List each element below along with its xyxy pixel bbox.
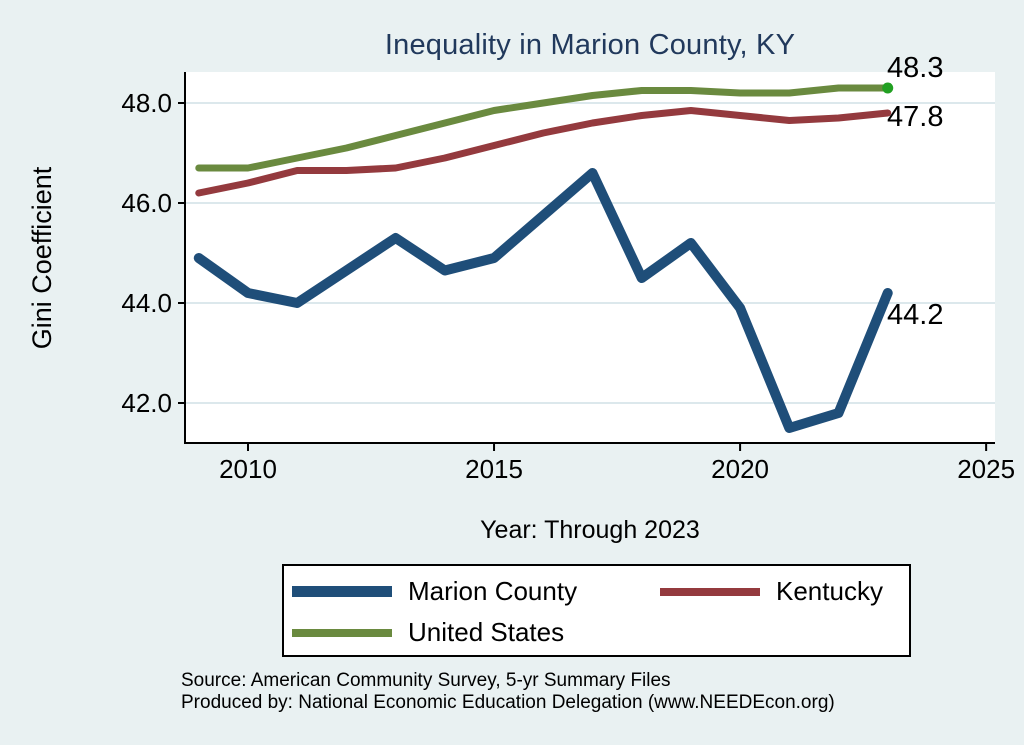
legend-label-united-states: United States xyxy=(408,617,565,647)
series-line-kentucky xyxy=(195,107,892,197)
y-tick-label-46: 46.0 xyxy=(121,188,172,218)
series-line-us xyxy=(195,84,892,172)
x-tick-label-2025: 2025 xyxy=(957,454,1015,484)
end-label-kentucky: 47.8 xyxy=(887,101,944,133)
legend-swatch-marion-county xyxy=(292,586,392,597)
axis-lines xyxy=(184,72,995,444)
source-line: Source: American Community Survey, 5-yr … xyxy=(181,670,671,691)
x-axis-title: Year: Through 2023 xyxy=(480,516,700,544)
end-label-united-states: 48.3 xyxy=(887,52,944,84)
y-tick-label-48: 48.0 xyxy=(121,88,172,118)
x-tick-label-2020: 2020 xyxy=(711,454,769,484)
source-note: Source: American Community Survey, 5-yr … xyxy=(181,670,835,714)
produced-by-line: Produced by: National Economic Education… xyxy=(181,692,835,713)
legend-item-united-states: United States xyxy=(292,617,660,648)
y-tick-label-42: 42.0 xyxy=(121,388,172,418)
chart-title: Inequality in Marion County, KY xyxy=(384,29,796,61)
x-tick-label-2010: 2010 xyxy=(219,454,277,484)
legend-row: United States xyxy=(292,612,909,653)
legend-label-marion-county: Marion County xyxy=(408,576,578,606)
series-line-marion xyxy=(193,168,893,433)
end-label-marion-county: 44.2 xyxy=(887,299,944,331)
legend: Marion County Kentucky United States xyxy=(282,564,911,657)
x-tick-label-2015: 2015 xyxy=(465,454,523,484)
legend-swatch-kentucky xyxy=(660,587,760,596)
series-end-dot-us xyxy=(882,82,894,94)
legend-label-kentucky: Kentucky xyxy=(776,576,883,606)
legend-row: Marion County Kentucky xyxy=(292,571,909,612)
plot-background xyxy=(185,72,995,443)
legend-swatch-united-states xyxy=(292,628,392,637)
legend-item-marion-county: Marion County xyxy=(292,576,660,607)
y-tick-label-44: 44.0 xyxy=(121,288,172,318)
legend-item-kentucky: Kentucky xyxy=(660,576,883,607)
